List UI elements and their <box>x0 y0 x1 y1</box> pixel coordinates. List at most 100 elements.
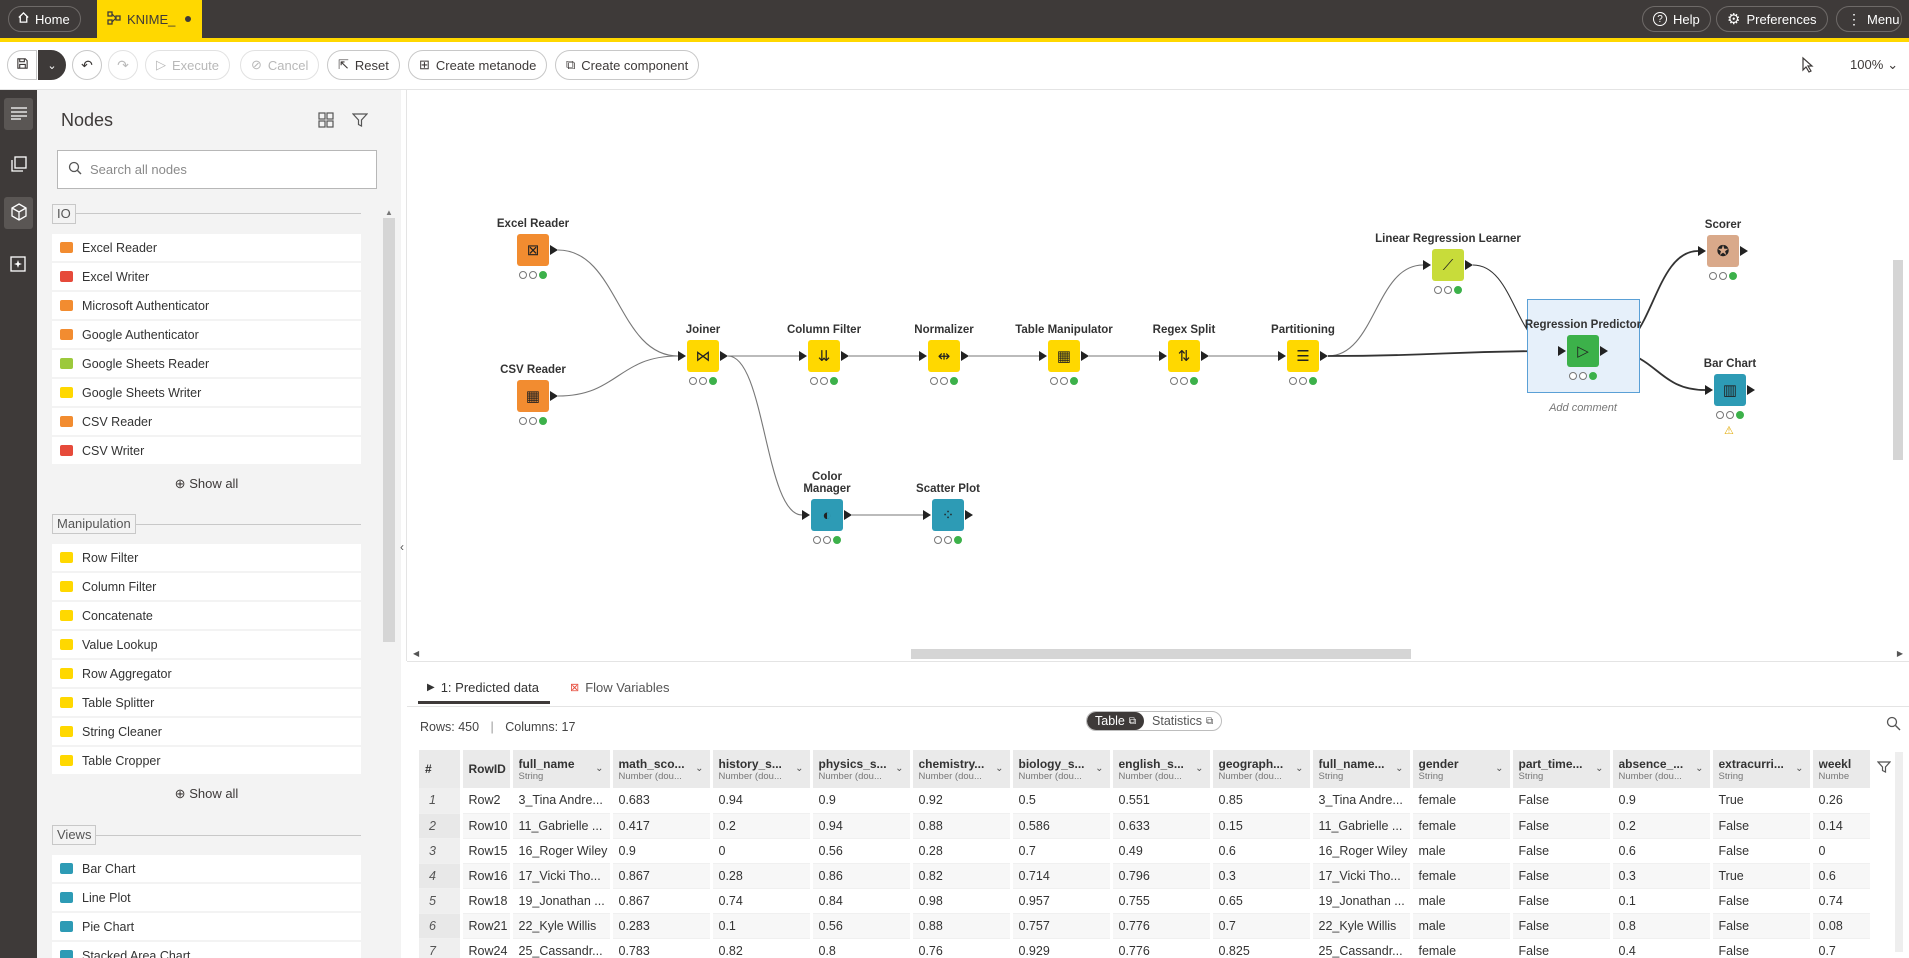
filter-icon[interactable] <box>351 112 369 131</box>
panel-collapse-handle[interactable]: ‹ <box>400 90 407 661</box>
nav-space-explorer[interactable] <box>4 149 33 181</box>
connection-line[interactable] <box>727 355 803 516</box>
column-header[interactable]: english_s... Number (dou... ⌄ <box>1111 750 1213 788</box>
workflow-node[interactable]: ▦ <box>517 380 549 412</box>
table-row[interactable]: 1 Row2 3_Tina Andre... 0.683 0.94 0.9 0.92 0.5 0… <box>419 788 1873 814</box>
node-repo-item[interactable]: Value Lookup <box>52 631 361 658</box>
input-port[interactable] <box>1159 351 1167 361</box>
node-repo-item[interactable]: Bar Chart <box>52 855 361 882</box>
node-repo-item[interactable]: Microsoft Authenticator <box>52 292 361 319</box>
column-header[interactable]: extracurri... String ⌄ <box>1711 750 1813 788</box>
workflow-node[interactable]: ▥ <box>1714 374 1746 406</box>
reset-button[interactable]: ⇱ Reset <box>327 50 400 80</box>
undo-button[interactable]: ↶ <box>72 50 102 80</box>
canvas-hscroll[interactable]: ◀ ▶ <box>413 648 1903 659</box>
output-port[interactable] <box>1747 385 1755 395</box>
tab-flow-variables[interactable]: ⊠ Flow Variables <box>570 680 670 695</box>
output-port[interactable] <box>1320 351 1328 361</box>
nav-description[interactable] <box>4 98 33 130</box>
nav-node-repository[interactable] <box>4 197 33 229</box>
chevron-down-icon[interactable]: ⌄ <box>795 763 804 774</box>
grid-view-icon[interactable] <box>318 112 334 131</box>
connection-line[interactable] <box>557 249 679 357</box>
chevron-down-icon[interactable]: ⌄ <box>695 763 704 774</box>
node-label[interactable]: Excel Reader <box>496 218 570 230</box>
node-repo-item[interactable]: Stacked Area Chart <box>52 942 361 958</box>
chevron-down-icon[interactable]: ⌄ <box>1495 763 1504 774</box>
node-repo-item[interactable]: CSV Reader <box>52 408 361 435</box>
menu-button[interactable]: ⋮ Menu <box>1836 6 1902 32</box>
canvas-vscroll[interactable] <box>1893 260 1903 460</box>
node-label[interactable]: Bar Chart <box>1703 358 1757 370</box>
show-all-manipulation-button[interactable]: ⊕ Show all <box>52 786 361 802</box>
chevron-down-icon[interactable]: ⌄ <box>1095 763 1104 774</box>
workflow-node[interactable]: ⇊ <box>808 340 840 372</box>
chevron-down-icon[interactable]: ⌄ <box>1295 763 1304 774</box>
column-filter-icon[interactable] <box>1876 760 1892 777</box>
workflow-node[interactable]: ⊠ <box>517 234 549 266</box>
node-label[interactable]: CSV Reader <box>500 364 566 376</box>
execute-button[interactable]: ▷ Execute <box>145 50 230 80</box>
workflow-node[interactable]: ⋈ <box>687 340 719 372</box>
create-metanode-button[interactable]: ⊞ Create metanode <box>408 50 548 80</box>
chevron-down-icon[interactable]: ⌄ <box>1795 763 1804 774</box>
chevron-down-icon[interactable]: ⌄ <box>995 763 1004 774</box>
output-port[interactable] <box>1465 260 1473 270</box>
node-label[interactable]: Partitioning <box>1271 324 1335 336</box>
scroll-right-icon[interactable]: ▶ <box>1896 649 1903 658</box>
column-header[interactable]: history_s... Number (dou... ⌄ <box>711 750 813 788</box>
table-row[interactable]: 5 Row18 19_Jonathan ... 0.867 0.74 0.84 0.98 0.… <box>419 888 1873 914</box>
column-header[interactable]: gender String ⌄ <box>1411 750 1513 788</box>
node-label[interactable]: Regression Predictor <box>1524 319 1642 331</box>
statistics-view-button[interactable]: Statistics ⧉ <box>1144 712 1221 730</box>
column-header[interactable]: RowID <box>461 750 513 788</box>
workflow-canvas[interactable]: Excel Reader ⊠ CSV Reader ▦ Joiner ⋈ Column Fi… <box>407 90 1909 661</box>
node-repo-item[interactable]: Google Sheets Reader <box>52 350 361 377</box>
node-repo-item[interactable]: Google Authenticator <box>52 321 361 348</box>
node-repo-item[interactable]: Concatenate <box>52 602 361 629</box>
output-port[interactable] <box>841 351 849 361</box>
output-port[interactable] <box>1201 351 1209 361</box>
node-label[interactable]: Scatter Plot <box>916 483 980 495</box>
chevron-down-icon[interactable]: ⌄ <box>1395 763 1404 774</box>
input-port[interactable] <box>1558 346 1566 356</box>
input-port[interactable] <box>678 351 686 361</box>
connection-line[interactable] <box>1327 350 1559 357</box>
output-port[interactable] <box>1740 246 1748 256</box>
input-port[interactable] <box>919 351 927 361</box>
add-comment[interactable]: Add comment <box>1549 402 1617 414</box>
column-header[interactable]: weekl Numbe <box>1811 750 1873 788</box>
node-repo-item[interactable]: String Cleaner <box>52 718 361 745</box>
input-port[interactable] <box>802 510 810 520</box>
node-label[interactable]: Joiner <box>685 324 721 336</box>
node-label[interactable]: Linear Regression Learner <box>1375 233 1521 245</box>
connection-line[interactable] <box>557 355 679 397</box>
table-view-button[interactable]: Table ⧉ <box>1087 712 1145 730</box>
pointer-mode-icon[interactable] <box>1800 56 1816 77</box>
chevron-down-icon[interactable]: ⌄ <box>1195 763 1204 774</box>
column-header[interactable]: biology_s... Number (dou... ⌄ <box>1011 750 1113 788</box>
tab-predicted-data[interactable]: ▶ 1: Predicted data <box>427 680 539 695</box>
workflow-node[interactable]: ▦ <box>1048 340 1080 372</box>
node-repo-item[interactable]: Row Filter <box>52 544 361 571</box>
output-port[interactable] <box>550 391 558 401</box>
workflow-node[interactable]: ⇅ <box>1168 340 1200 372</box>
input-port[interactable] <box>923 510 931 520</box>
node-search-input[interactable]: Search all nodes <box>57 150 377 189</box>
workflow-node[interactable]: ☰ <box>1287 340 1319 372</box>
node-repo-item[interactable]: Google Sheets Writer <box>52 379 361 406</box>
input-port[interactable] <box>1423 260 1431 270</box>
input-port[interactable] <box>1278 351 1286 361</box>
node-repo-item[interactable]: Column Filter <box>52 573 361 600</box>
zoom-select[interactable]: 100% ⌄ <box>1850 57 1898 73</box>
node-repo-item[interactable]: Excel Reader <box>52 234 361 261</box>
input-port[interactable] <box>799 351 807 361</box>
table-row[interactable]: 3 Row15 16_Roger Wiley 0.9 0 0.56 0.28 0.7 0.49 0… <box>419 838 1873 864</box>
chevron-down-icon[interactable]: ⌄ <box>595 763 604 774</box>
column-header[interactable]: chemistry... Number (dou... ⌄ <box>911 750 1013 788</box>
column-header[interactable]: part_time... String ⌄ <box>1511 750 1613 788</box>
save-button[interactable] <box>7 50 37 80</box>
create-component-button[interactable]: ⧉ Create component <box>555 50 700 80</box>
input-port[interactable] <box>1039 351 1047 361</box>
workflow-node[interactable]: ⇹ <box>928 340 960 372</box>
